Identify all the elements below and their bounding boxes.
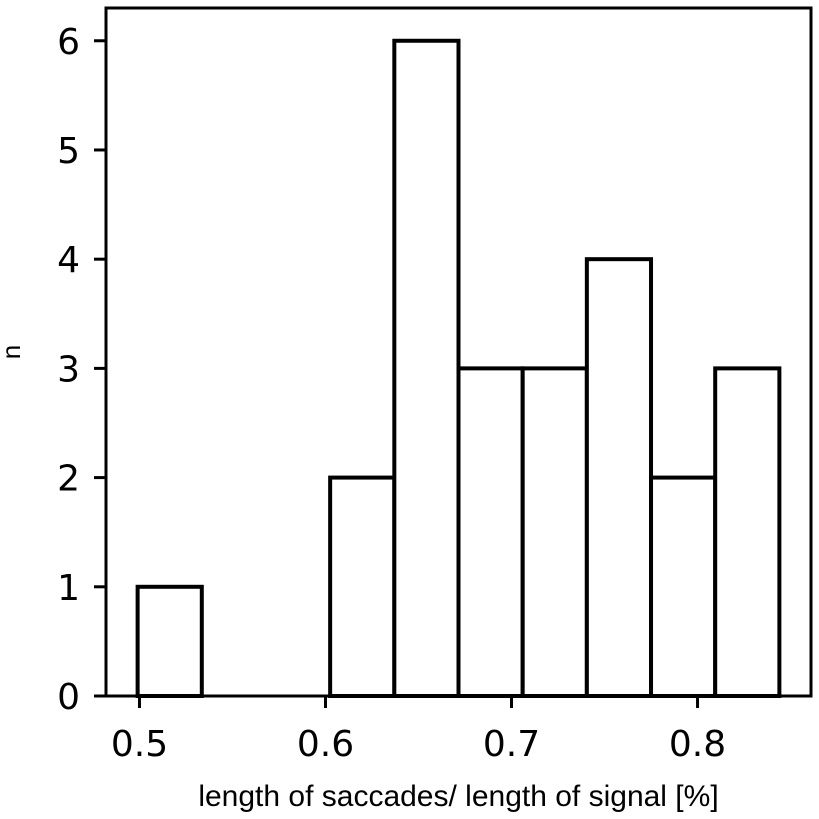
histogram-bar-5	[456, 366, 525, 698]
histogram-bar-9	[713, 366, 782, 698]
histogram-bar-3	[328, 475, 397, 699]
y-tick-label-4: 4	[57, 240, 80, 281]
histogram-bar-4	[392, 38, 461, 699]
x-tick-label-2: 0.7	[483, 724, 540, 765]
y-tick-label-2: 2	[57, 459, 80, 500]
y-axis-label: n	[0, 345, 26, 359]
y-tick-label-6: 6	[57, 22, 80, 63]
histogram-bar-6	[520, 366, 589, 698]
y-tick-label-3: 3	[57, 349, 80, 390]
x-tick-label-0: 0.5	[111, 724, 168, 765]
histogram-bar-8	[649, 475, 718, 699]
bars-group	[135, 38, 782, 699]
y-tick-label-0: 0	[57, 677, 80, 718]
x-tick-label-3: 0.8	[669, 724, 726, 765]
histogram-bar-0	[135, 584, 204, 698]
y-tick-label-1: 1	[57, 568, 80, 609]
x-tick-label-1: 0.6	[297, 724, 354, 765]
plot-frame	[104, 6, 813, 698]
x-axis-label: length of saccades/ length of signal [%]	[198, 780, 718, 813]
histogram-bar-7	[584, 257, 654, 698]
y-axis-ticks: 0 1 2 3 4 5 6	[57, 22, 106, 718]
y-tick-label-5: 5	[57, 131, 80, 172]
x-axis-ticks: 0.5 0.6 0.7 0.8	[111, 696, 726, 765]
